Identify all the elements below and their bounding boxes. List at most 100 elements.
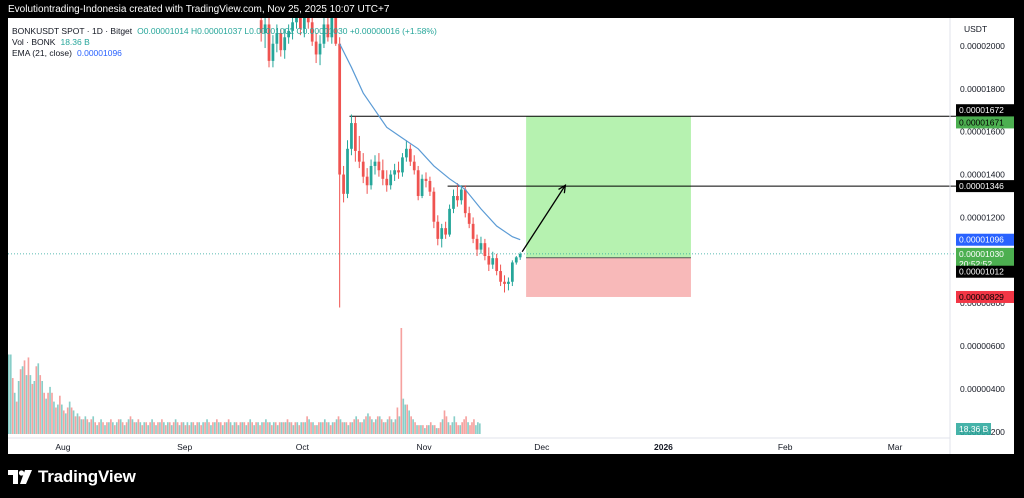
candle-body [412, 161, 416, 171]
volume-bar [188, 425, 191, 434]
volume-bar [255, 422, 257, 434]
volume-bar [21, 366, 24, 434]
target-zone [526, 116, 691, 258]
volume-bar [115, 422, 118, 434]
volume-bar [335, 419, 338, 434]
candle-body [338, 43, 342, 175]
legend-symbol[interactable]: BONKUSDT SPOT · 1D · Bitget [12, 26, 133, 36]
volume-bar [284, 422, 287, 434]
volume-bar [68, 401, 71, 434]
stop-zone [526, 257, 691, 297]
volume-bar [429, 422, 432, 434]
volume-bar [479, 423, 481, 434]
volume-bar [59, 395, 61, 434]
volume-bar [349, 422, 352, 434]
tag-entry: 0.00001012 [959, 267, 1004, 277]
volume-bar [420, 425, 422, 434]
tag-last-price-bg [956, 247, 1014, 270]
candle-body [385, 178, 389, 186]
volume-bar [112, 422, 114, 434]
volume-bar [176, 422, 179, 434]
volume-bar [216, 419, 218, 434]
volume-bar [163, 422, 165, 434]
volume-bar [290, 422, 293, 434]
candle-body [306, 18, 310, 23]
price-chart-svg[interactable]: USDT0.000020000.000018000.000016000.0000… [8, 18, 1014, 454]
volume-bar [437, 428, 440, 434]
volume-bar [151, 419, 153, 434]
candle-body [495, 258, 499, 272]
volume-bar [343, 422, 346, 434]
legend-volume-label[interactable]: Vol · BONK [12, 37, 56, 47]
volume-bar [400, 328, 403, 434]
volume-bar [90, 419, 93, 434]
tag-volume: 18.36 B [959, 424, 989, 434]
legend-ema-label[interactable]: EMA (21, close) [12, 48, 72, 58]
time-axis-label: Oct [296, 442, 310, 452]
volume-bar [341, 422, 344, 434]
tradingview-brand[interactable]: TradingView [38, 467, 136, 486]
candle-body [346, 148, 349, 194]
tag-mid-line: 0.00001346 [959, 181, 1004, 191]
candle-body [291, 22, 294, 31]
price-axis-tick: 0.00001600 [960, 127, 1005, 137]
volume-bar [19, 369, 22, 434]
volume-bar [259, 425, 261, 434]
chart-area[interactable]: USDT 0.00002000 0.00001800 0.00001600 0.0000… [8, 18, 1014, 454]
volume-bar [43, 392, 45, 434]
volume-bar [406, 404, 409, 434]
candle-body [318, 43, 322, 55]
volume-bar [304, 422, 306, 434]
volume-bar [221, 425, 224, 434]
volume-bar [200, 425, 202, 434]
time-axis-label: Sep [177, 442, 192, 452]
volume-bar [113, 425, 116, 434]
volume-bar [280, 422, 283, 434]
volume-bar [457, 425, 460, 434]
volume-bar [84, 416, 87, 434]
volume-bar [392, 422, 395, 434]
volume-bar [25, 375, 28, 434]
volume-bar [51, 392, 53, 434]
tag-volume-bg [956, 423, 991, 435]
candle-body [259, 20, 263, 34]
candle-body [389, 174, 393, 186]
volume-bar [320, 422, 322, 434]
volume-bar [312, 422, 314, 434]
volume-bar [461, 422, 463, 434]
volume-bar [292, 425, 295, 434]
volume-bar [369, 416, 371, 434]
volume-bar [231, 425, 234, 434]
candle-body [507, 281, 510, 284]
volume-bar [60, 404, 63, 434]
volume-bar [190, 422, 193, 434]
candle-body [353, 123, 357, 151]
volume-bar [269, 422, 271, 434]
volume-bar [465, 416, 467, 434]
volume-bar [459, 425, 462, 434]
volume-bar [149, 422, 151, 434]
volume-bar [245, 425, 248, 434]
price-axis-tick: 0.00001400 [960, 170, 1005, 180]
volume-bar [455, 422, 458, 434]
candle-body [361, 161, 365, 177]
volume-bar [410, 416, 412, 434]
candle-body [416, 170, 420, 196]
candle-body [463, 189, 467, 214]
tag-target-bg [956, 116, 1014, 129]
volume-bar [100, 419, 102, 434]
candle-body [428, 180, 432, 192]
volume-bar [80, 419, 83, 434]
volume-bar [316, 425, 318, 434]
volume-bar [251, 422, 253, 434]
tag-target: 0.00001671 [959, 117, 1004, 127]
volume-bar [469, 425, 471, 434]
volume-bar [159, 422, 161, 434]
volume-bar [282, 422, 285, 434]
volume-bar [155, 425, 157, 434]
volume-bar [247, 422, 250, 434]
volume-bar [106, 422, 108, 434]
tag-ema: 0.00001096 [959, 235, 1004, 245]
candle-body [405, 148, 408, 158]
volume-bar [286, 419, 289, 434]
